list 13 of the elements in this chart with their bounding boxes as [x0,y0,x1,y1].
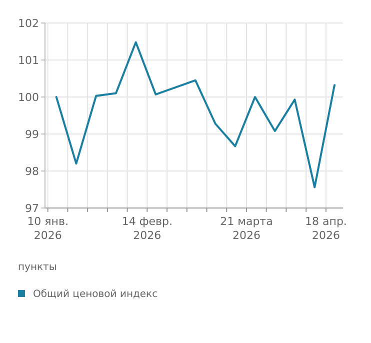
legend-label: Общий ценовой индекс [33,289,158,300]
y-axis-title: пункты [18,262,57,273]
y-tick-label: 99 [25,128,39,141]
y-tick-label: 97 [25,202,39,215]
y-tick-label: 101 [18,54,39,67]
x-tick-label: 21 марта 2026 [220,215,273,242]
x-tick-label: 14 февр. 2026 [122,215,172,242]
y-tick-label: 98 [25,164,39,178]
x-tick-label: 18 апр. 2026 [305,215,347,242]
line-series [55,41,336,188]
x-tick-label: 10 янв. 2026 [27,215,68,242]
y-tick-label: 102 [18,16,39,30]
y-tick-label: 100 [18,90,39,104]
